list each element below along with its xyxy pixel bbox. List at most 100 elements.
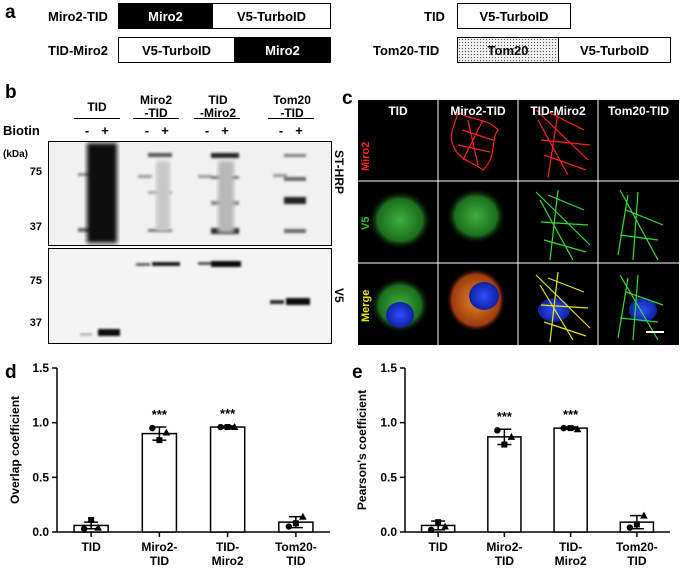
x-tick-label: TID [150,554,170,568]
marker-75-top: 75 [29,166,42,178]
lane-header-tid: TID [87,100,107,114]
data-point [299,512,307,520]
blot-v5 [48,248,332,344]
y-axis-label: Overlap coefficient [8,396,22,504]
construct-name-tom20-tid: Tom20-TID [373,43,440,58]
x-tick-label: Miro2 [212,554,244,568]
bar [209,426,246,533]
blot-bands [80,261,310,336]
x-tick-label: TID [428,540,448,554]
lane-underline [133,118,179,119]
marker-37-top: 37 [29,221,42,233]
data-point [507,432,516,440]
cell-signal [368,190,432,250]
biotin-sign: - [204,123,210,138]
row-label-merge: Merge [360,289,372,322]
mito-network [450,109,591,179]
data-point [292,520,299,527]
biotin-sign: - [278,123,284,138]
panel-label-c: c [342,88,353,109]
biotin-sign: + [295,123,303,138]
significance-annotation: *** [220,406,236,421]
panel-label-e: e [352,362,363,383]
y-tick-label: 0.5 [32,470,49,484]
nucleus [469,282,499,310]
y-tick-label: 0.0 [32,525,49,539]
marker-37-bottom: 37 [29,317,42,329]
micrograph-grid: TID Miro2-TID TID-Miro2 Tom20-TID Miro2 … [358,100,679,345]
data-point [640,511,648,519]
y-tick-label: 0.5 [380,470,397,484]
micrograph-row-miro2: Miro2 [358,116,374,176]
blot-label-v5: V5 [332,288,346,303]
biotin-sign: + [101,123,109,138]
biotin-label: Biotin [3,123,40,138]
y-tick-label: 1.5 [380,361,397,375]
cell-signal [446,188,506,244]
micrograph-col-miro2-tid: Miro2-TID [450,104,506,118]
y-tick-label: 1.0 [380,416,397,430]
data-point [94,523,102,531]
segment-miro2: Miro2 [234,37,331,63]
x-tick-label: TID [81,540,101,554]
significance-annotation: *** [563,407,579,422]
construct-name-tid: TID [424,9,445,24]
blot-label-st-hrp: ST-HRP [332,150,346,195]
data-point [285,523,293,530]
x-tick-label: Miro2- [141,540,177,554]
x-tick-label: Miro2 [555,554,587,568]
data-point [162,428,171,436]
data-point [441,522,449,530]
x-tick-label: TID- [216,540,239,554]
data-point [80,525,88,532]
x-tick-label: TID [495,554,515,568]
data-point [560,424,567,432]
significance-annotation: *** [152,407,168,422]
grid-lines [358,100,679,345]
biotin-sign: + [221,123,229,138]
significance-annotation: *** [497,409,513,424]
lane-underline [74,118,120,119]
micrograph-row-v5: V5 [358,200,374,240]
kda-label: (kDa) [3,149,29,160]
x-tick-label: TID [627,554,647,568]
panel-label-b: b [5,82,17,103]
construct-name-tid-miro2: TID-Miro2 [48,43,108,58]
data-point [626,524,634,531]
data-point [567,425,574,432]
bar [553,427,588,533]
blot-smear [87,143,117,243]
panel-label-a: a [5,2,16,23]
bar [487,436,522,533]
segment-v5-turboid: V5-TurboID [558,37,671,63]
y-tick-label: 0.0 [380,525,397,539]
blot-smear [218,161,234,233]
micrograph-col-tid: TID [388,104,408,118]
data-point [230,423,239,431]
chart-pearsons-coefficient: 0.0 0.5 1.0 1.5 Pearson's coefficient TID *** M… [355,361,670,568]
data-point [427,526,435,534]
x-tick-label: TID [286,554,306,568]
mito-network [617,274,664,341]
data-point [501,441,508,448]
biotin-sign: - [84,123,90,138]
row-label-miro2: Miro2 [360,141,372,171]
data-point [494,427,501,434]
segment-v5-turboid: V5-TurboID [118,37,235,63]
lane-header-miro2-tid: Miro2 -TID [139,93,172,120]
blot-smear [156,161,170,231]
blot-st-hrp [48,141,332,246]
segment-v5-turboid: V5-TurboID [212,3,331,29]
data-point [149,424,156,432]
data-point [224,424,231,431]
data-point [156,437,163,444]
data-point [573,425,582,433]
segment-tom20: Tom20 [457,37,559,63]
panel-label-d: d [5,362,17,383]
data-point [633,521,640,528]
data-point [217,423,224,431]
mito-network [535,189,664,261]
construct-name-miro2-tid: Miro2-TID [48,9,108,24]
x-tick-label: TID- [559,540,582,554]
biotin-sign: - [144,123,150,138]
